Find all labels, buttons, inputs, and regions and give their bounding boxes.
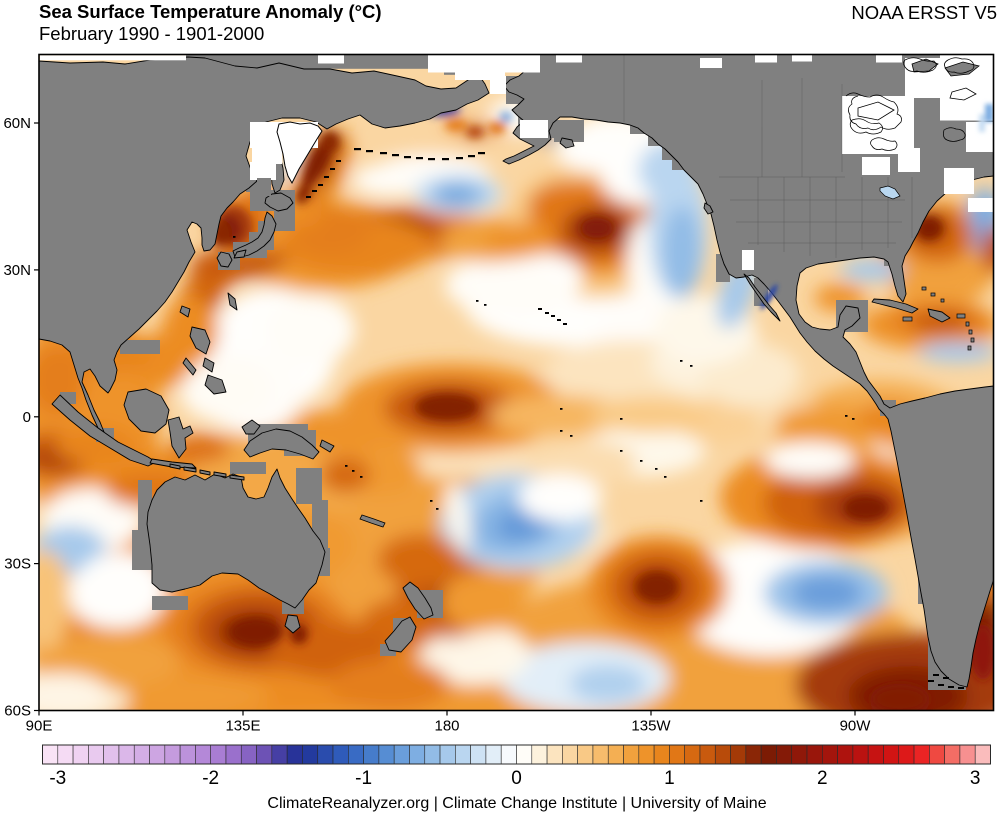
svg-text:90W: 90W (840, 718, 872, 735)
svg-text:135W: 135W (631, 718, 671, 735)
svg-text:3: 3 (970, 768, 981, 789)
svg-text:-3: -3 (49, 768, 66, 789)
svg-text:-1: -1 (355, 768, 372, 789)
svg-text:60S: 60S (4, 703, 31, 720)
svg-text:Sea Surface Temperature Anomal: Sea Surface Temperature Anomaly (°C) (39, 1, 382, 22)
svg-text:135E: 135E (225, 718, 260, 735)
svg-text:February 1990 - 1901-2000: February 1990 - 1901-2000 (39, 23, 264, 44)
svg-text:0: 0 (511, 768, 522, 789)
svg-text:NOAA ERSST V5: NOAA ERSST V5 (851, 2, 997, 23)
svg-text:90E: 90E (26, 718, 53, 735)
svg-text:30N: 30N (3, 262, 31, 279)
svg-text:1: 1 (664, 768, 675, 789)
svg-text:180: 180 (434, 718, 459, 735)
svg-text:-2: -2 (202, 768, 219, 789)
svg-text:0: 0 (23, 409, 31, 426)
svg-text:ClimateReanalyzer.org | Climat: ClimateReanalyzer.org | Climate Change I… (267, 795, 766, 812)
svg-text:30S: 30S (4, 556, 31, 573)
svg-text:2: 2 (817, 768, 828, 789)
svg-text:60N: 60N (3, 115, 31, 132)
